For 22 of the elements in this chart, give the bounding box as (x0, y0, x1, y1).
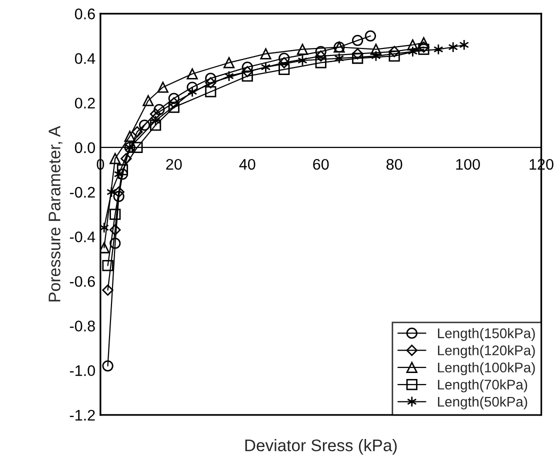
x-tick-label: 100 (456, 158, 480, 170)
y-tick-label: 0.2 (74, 98, 95, 109)
x-tick-label: 40 (239, 158, 256, 170)
x-tick-label: 20 (166, 158, 182, 170)
y-tick-label: -0.8 (70, 320, 95, 332)
x-axis-title: Deviator Sress (kPa) (245, 439, 397, 455)
x-tick-label: 60 (313, 158, 329, 170)
legend-label: Length(50kPa) (438, 396, 528, 410)
y-axis-title: Poressure Parameter, A (48, 126, 62, 302)
y-tick-label: 0.4 (74, 53, 96, 64)
legend-label: Length(100kPa) (438, 362, 535, 376)
legend-label: Length(120kPa) (438, 345, 535, 358)
y-tick-label: 0.0 (74, 142, 95, 154)
y-tick-label: -0.6 (70, 276, 95, 287)
y-tick-label: -0.2 (70, 186, 95, 198)
y-tick-label: 0.6 (74, 8, 95, 20)
x-tick-label: 80 (386, 158, 402, 170)
legend-label: Length(150kPa) (438, 328, 535, 341)
y-tick-label: -0.4 (70, 231, 96, 242)
legend-label: Length(70kPa) (438, 379, 528, 392)
y-tick-label: -1.2 (70, 410, 95, 420)
y-tick-label: -1.0 (70, 365, 95, 376)
